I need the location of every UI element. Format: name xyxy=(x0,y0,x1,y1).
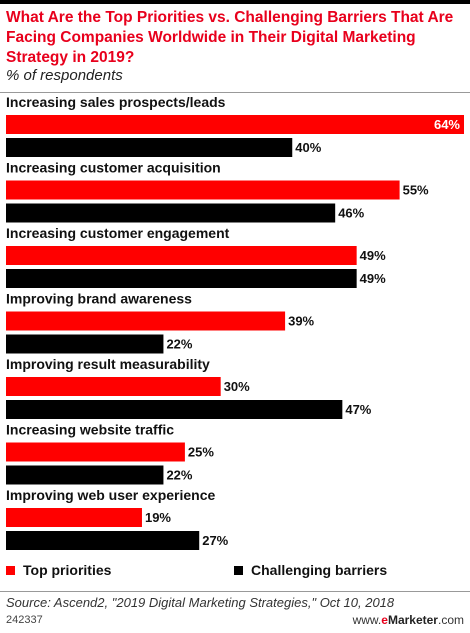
data-label: 39% xyxy=(288,314,314,329)
data-label: 22% xyxy=(166,337,192,352)
legend-label: Challenging barriers xyxy=(251,562,388,578)
chart-id: 242337 xyxy=(6,614,43,626)
legend-label: Top priorities xyxy=(23,562,112,578)
chart-subtitle: % of respondents xyxy=(6,67,123,84)
divider-bottom xyxy=(0,591,470,592)
data-label: 49% xyxy=(360,271,386,286)
bar-top-priorities xyxy=(6,246,357,265)
category-label: Improving brand awareness xyxy=(6,291,192,307)
bar-challenging-barriers xyxy=(6,269,357,288)
bar-challenging-barriers xyxy=(6,465,164,485)
site-brand: Marketer xyxy=(387,613,438,627)
bar-top-priorities xyxy=(6,115,464,134)
site-prefix: www. xyxy=(352,613,382,627)
category-label: Improving result measurability xyxy=(6,356,210,372)
bar-top-priorities xyxy=(6,442,185,462)
category-label: Increasing customer engagement xyxy=(6,225,230,241)
bar-challenging-barriers xyxy=(6,334,164,354)
source-note: Source: Ascend2, "2019 Digital Marketing… xyxy=(6,595,395,610)
data-label: 19% xyxy=(145,510,171,525)
bar-top-priorities xyxy=(6,180,400,200)
site-e: e xyxy=(381,613,388,627)
title-bar xyxy=(0,0,470,4)
data-label: 49% xyxy=(360,248,386,263)
category-label: Improving web user experience xyxy=(6,487,216,503)
bar-challenging-barriers xyxy=(6,400,343,419)
bar-chart: Increasing sales prospects/leads 64% 40% In… xyxy=(6,95,464,550)
data-label: 22% xyxy=(166,468,192,483)
category-label: Increasing website traffic xyxy=(6,422,174,438)
category-label: Increasing customer acquisition xyxy=(6,160,221,176)
legend-swatch-red xyxy=(6,565,15,575)
data-label: 27% xyxy=(202,533,228,548)
chart-title: What Are the Top Priorities vs. Challeng… xyxy=(6,9,454,66)
legend-item-top-priorities: Top priorities xyxy=(6,562,111,578)
data-label: 25% xyxy=(188,445,214,460)
bar-top-priorities xyxy=(6,311,286,331)
data-label: 64% xyxy=(434,117,460,132)
data-label: 47% xyxy=(345,402,371,417)
bar-top-priorities xyxy=(6,377,221,396)
data-label: 55% xyxy=(403,183,429,198)
data-label: 40% xyxy=(295,140,321,155)
category-label: Increasing sales prospects/leads xyxy=(6,95,226,110)
bar-challenging-barriers xyxy=(6,138,293,157)
emarketer-logo[interactable]: www.eMarketer.com xyxy=(353,613,464,627)
site-suffix: .com xyxy=(437,613,464,627)
legend-item-challenging-barriers: Challenging barriers xyxy=(234,562,387,578)
bar-challenging-barriers xyxy=(6,203,336,223)
bar-challenging-barriers xyxy=(6,531,200,550)
legend-swatch-black xyxy=(234,565,243,575)
divider-top xyxy=(0,92,470,93)
bar-top-priorities xyxy=(6,508,142,527)
data-label: 46% xyxy=(338,206,364,221)
data-label: 30% xyxy=(224,379,250,394)
